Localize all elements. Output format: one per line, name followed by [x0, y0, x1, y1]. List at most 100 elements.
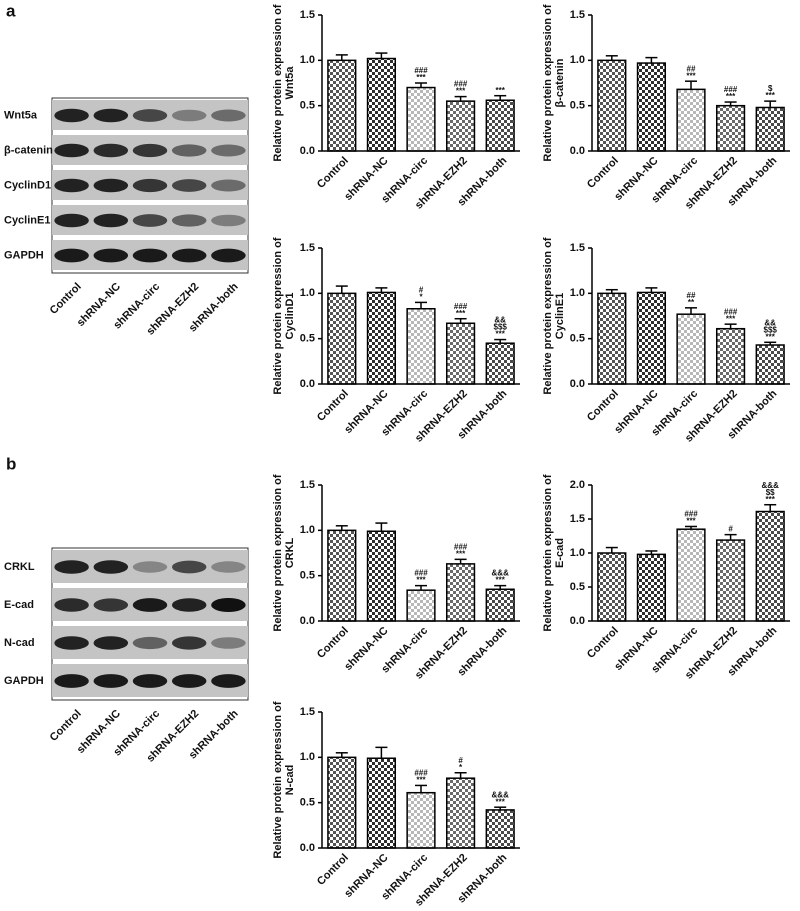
y-tick-label: 1.5 — [570, 242, 585, 254]
blot-band — [93, 108, 129, 123]
bar — [597, 552, 627, 622]
blot-band — [93, 674, 129, 688]
significance-label: *** — [686, 71, 696, 80]
blot-band — [93, 598, 129, 612]
significance-label: # — [728, 525, 733, 534]
blot-row-label: GAPDH — [4, 675, 44, 687]
blot-band — [211, 179, 246, 192]
blot-row-label: GAPDH — [4, 249, 44, 261]
blot-band — [93, 560, 129, 574]
x-tick-label: Control — [315, 388, 351, 424]
significance-label: *** — [726, 314, 736, 323]
blot-band — [93, 213, 129, 228]
bar — [366, 757, 397, 849]
blot-band — [132, 109, 168, 122]
blot-band — [54, 674, 89, 688]
y-axis-label: Wnt5a — [284, 66, 296, 100]
y-axis-label: Relative protein expression of — [272, 701, 284, 858]
significance-label: * — [459, 763, 463, 772]
lane-label: Control — [48, 708, 84, 744]
blot-band — [93, 248, 129, 263]
bar — [327, 292, 357, 385]
blot-band — [132, 598, 168, 612]
x-tick-label: Control — [585, 625, 621, 661]
significance-label: ### — [414, 569, 428, 578]
blot-band — [132, 636, 168, 650]
y-axis-label: Relative protein expression of — [272, 4, 284, 161]
bar — [366, 530, 397, 622]
y-tick-label: 1.5 — [570, 513, 585, 525]
bar — [445, 777, 476, 849]
significance-label: *** — [416, 576, 426, 585]
significance-label: * — [419, 293, 423, 302]
significance-label: *** — [766, 495, 776, 504]
significance-label: && — [494, 316, 506, 325]
y-tick-label: 0.0 — [570, 145, 585, 157]
bar — [406, 307, 436, 385]
significance-label: ## — [687, 64, 696, 73]
bar — [445, 100, 476, 152]
blot-band — [211, 598, 246, 612]
bar — [676, 313, 706, 385]
blot-band — [171, 214, 207, 227]
blot-band — [54, 178, 89, 193]
blot-band — [211, 561, 246, 573]
y-tick-label: 1.5 — [300, 706, 315, 718]
significance-label: ### — [724, 307, 738, 316]
significance-label: ** — [688, 298, 695, 307]
y-axis-label: CyclinE1 — [554, 293, 566, 339]
bar — [676, 88, 706, 152]
y-tick-label: 0.5 — [300, 570, 315, 582]
bar — [485, 342, 515, 385]
x-tick-label: Control — [315, 155, 351, 191]
significance-label: &&& — [492, 569, 510, 578]
y-tick-label: 0.0 — [570, 615, 585, 627]
y-tick-label: 1.0 — [570, 547, 585, 559]
significance-label: ### — [454, 542, 468, 551]
blot-band — [171, 598, 207, 612]
x-tick-label: Control — [585, 388, 621, 424]
y-axis-label: Relative protein expression of — [542, 474, 554, 631]
bar — [406, 589, 436, 622]
significance-label: ### — [414, 66, 428, 75]
y-tick-label: 0.5 — [570, 100, 585, 112]
y-axis-label: CyclinD1 — [284, 292, 296, 339]
y-axis-label: Relative protein expression of — [542, 4, 554, 161]
significance-label: *** — [726, 92, 736, 101]
significance-label: *** — [416, 73, 426, 82]
blot-band — [93, 143, 129, 158]
blot-band — [211, 637, 246, 649]
blot-band — [132, 248, 168, 263]
bar — [327, 529, 357, 622]
bar — [755, 344, 785, 385]
y-axis-label: Relative protein expression of — [542, 237, 554, 394]
y-axis-label: N-cad — [284, 765, 296, 796]
blot-band — [54, 108, 89, 123]
blot-band — [211, 109, 246, 122]
bar — [676, 528, 706, 622]
y-tick-label: 1.5 — [300, 242, 315, 254]
y-tick-label: 0.5 — [300, 333, 315, 345]
blot-band — [132, 214, 168, 227]
significance-label: *** — [496, 576, 506, 585]
significance-label: ### — [684, 510, 698, 519]
blot-band — [171, 144, 207, 157]
y-tick-label: 1.0 — [570, 287, 585, 299]
significance-label: &&& — [762, 481, 780, 490]
blot-band — [54, 560, 89, 574]
blot-band — [54, 143, 89, 158]
significance-label: *** — [416, 776, 426, 785]
bar — [636, 62, 667, 152]
bar — [327, 756, 357, 849]
y-tick-label: 0.5 — [570, 581, 585, 593]
significance-label: *** — [456, 549, 466, 558]
y-tick-label: 0.0 — [300, 145, 315, 157]
y-tick-label: 1.0 — [300, 287, 315, 299]
blot-band — [132, 674, 168, 688]
blot-row-label: CRKL — [4, 561, 35, 573]
blot-band — [54, 598, 89, 612]
blot-band — [211, 214, 246, 227]
bar — [755, 510, 785, 622]
blot-band — [211, 144, 246, 157]
